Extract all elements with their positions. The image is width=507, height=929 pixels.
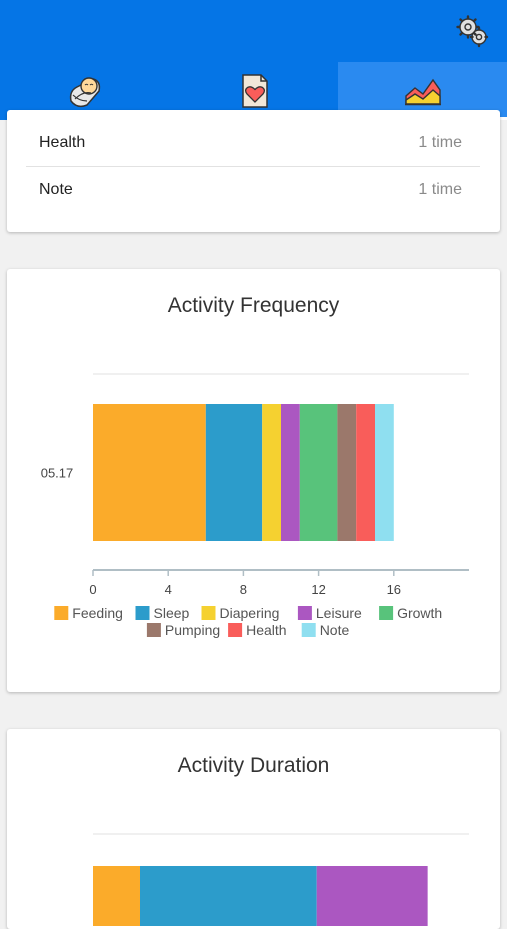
bar-segment-growth	[299, 404, 338, 541]
legend-label: Leisure	[316, 605, 362, 621]
legend-swatch	[146, 623, 161, 637]
activity-duration-card: Activity Duration	[7, 729, 500, 929]
legend-label: Pumping	[165, 622, 220, 638]
app-bar	[0, 0, 507, 62]
bar-segment-leisure	[281, 404, 300, 541]
tab-baby[interactable]	[0, 62, 169, 120]
legend-label: Growth	[397, 605, 442, 621]
legend-swatch	[379, 606, 394, 620]
chart-title: Activity Frequency	[167, 294, 340, 317]
activity-frequency-card: Activity Frequency 05.17 0 4 8 12 16 Feeding Sl…	[7, 269, 500, 692]
list-item-value: 1 time	[418, 181, 462, 198]
legend-swatch	[297, 606, 312, 620]
chart-title: Activity Duration	[177, 754, 330, 777]
activity-frequency-chart: 05.17 0 4 8 12 16 Feeding Sleep Diapering Leisure…	[41, 373, 469, 638]
list-item-label: Note	[39, 181, 73, 198]
list-item-label: Health	[39, 134, 86, 151]
x-tick-label: 0	[89, 582, 96, 597]
bar-segment-feeding	[93, 404, 206, 541]
area-chart-icon	[404, 78, 441, 106]
legend-label: Sleep	[154, 605, 190, 621]
bar-segment-pumping	[337, 404, 357, 541]
legend-label: Health	[246, 622, 286, 638]
bar-segment-feeding	[93, 866, 140, 926]
bar-segment-diapering	[262, 404, 281, 541]
x-tick-label: 4	[165, 582, 172, 597]
legend-swatch	[201, 606, 216, 620]
legend-label: Feeding	[72, 605, 123, 621]
x-tick-label: 12	[311, 582, 325, 597]
bar-segment-sleep	[140, 866, 317, 926]
settings-gear-icon[interactable]	[455, 14, 489, 48]
legend-swatch	[301, 623, 316, 637]
tab-health[interactable]	[169, 62, 338, 120]
bar-segment-note	[375, 404, 394, 541]
bar-segment-health	[356, 404, 375, 541]
list-item: Note 1 time	[26, 167, 480, 213]
bar-segment-sleep	[205, 404, 263, 541]
legend-swatch	[228, 623, 243, 637]
legend-label: Note	[320, 622, 350, 638]
summary-card	[7, 110, 500, 232]
legend-label: Diapering	[220, 605, 280, 621]
category-label: 05.17	[41, 466, 74, 481]
activity-duration-chart	[93, 833, 469, 926]
heart-card-icon	[241, 74, 268, 108]
bar-segment-leisure	[316, 866, 428, 926]
x-tick-label: 8	[240, 582, 247, 597]
divider	[26, 166, 480, 167]
legend-swatch	[135, 606, 150, 620]
list-item-value: 1 time	[418, 134, 462, 151]
baby-icon	[69, 77, 100, 108]
list-item: Health 1 time	[26, 120, 480, 166]
x-tick-label: 16	[387, 582, 401, 597]
legend-swatch	[54, 606, 69, 620]
